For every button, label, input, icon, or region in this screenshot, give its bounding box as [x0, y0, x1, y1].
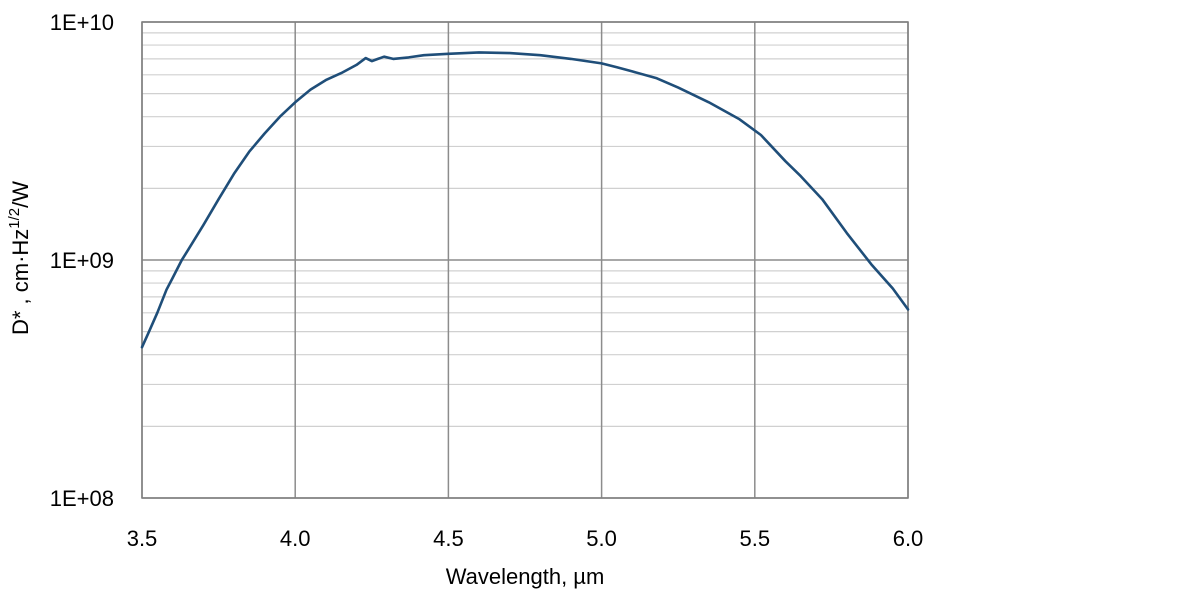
- x-tick-label: 5.0: [586, 526, 617, 551]
- grid: [141, 21, 909, 499]
- x-tick-label: 3.5: [127, 526, 158, 551]
- y-axis-title-tail: /W: [8, 181, 33, 208]
- y-tick-label: 1E+08: [50, 486, 114, 511]
- x-tick-label: 5.5: [740, 526, 771, 551]
- y-axis-title: D* , cm·Hz1/2/W: [6, 181, 33, 335]
- x-tick-label: 4.5: [433, 526, 464, 551]
- x-tick-labels: 3.5 4.0 4.5 5.0 5.5 6.0: [127, 526, 924, 551]
- x-tick-label: 6.0: [893, 526, 924, 551]
- x-axis-title: Wavelength, µm: [446, 564, 605, 589]
- y-tick-labels: 1E+08 1E+09 1E+10: [50, 10, 114, 511]
- series-line-detectivity: [140, 51, 910, 349]
- y-tick-label: 1E+10: [50, 10, 114, 35]
- series-layer: [140, 51, 910, 349]
- y-axis-title-superscript: 1/2: [6, 208, 23, 229]
- y-axis-title-main: D* , cm·Hz: [8, 229, 33, 335]
- plot-area-frame: [141, 21, 909, 499]
- y-tick-label: 1E+09: [50, 248, 114, 273]
- x-tick-label: 4.0: [280, 526, 311, 551]
